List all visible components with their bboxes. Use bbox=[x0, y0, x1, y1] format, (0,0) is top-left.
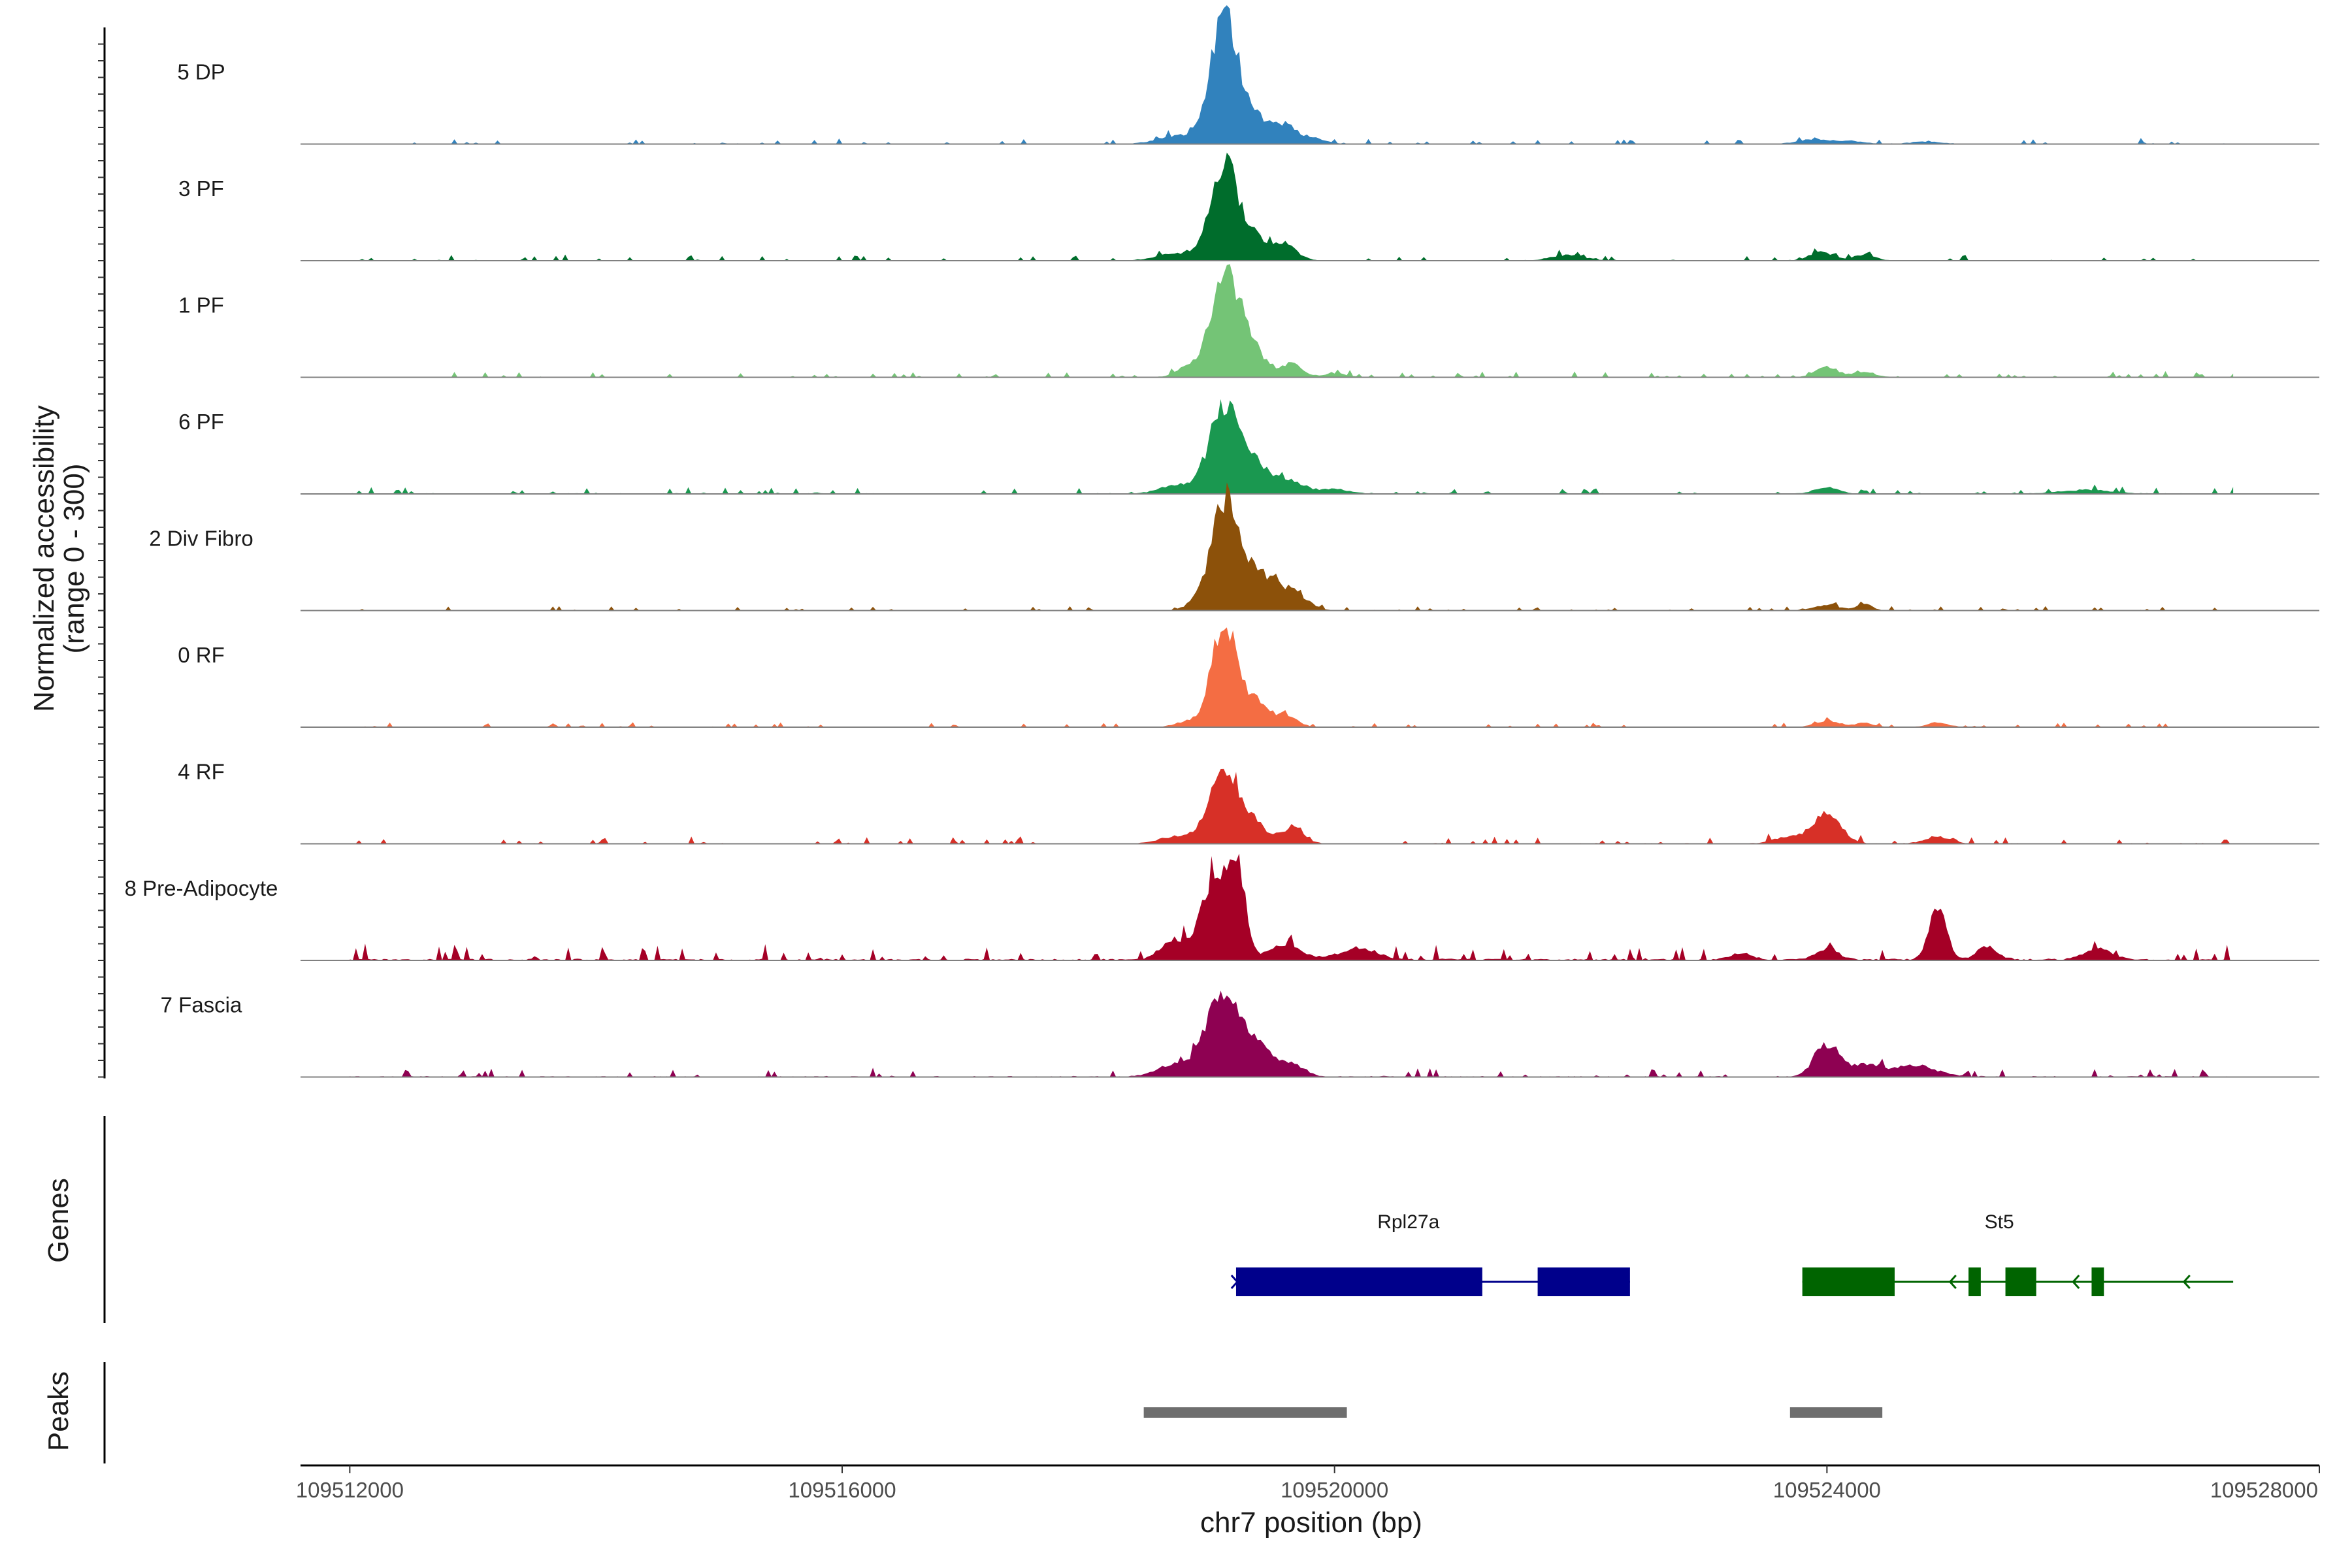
track-label: 5 DP bbox=[177, 59, 225, 84]
track-label: 6 PF bbox=[178, 410, 224, 434]
gene-rpl27a: Rpl27a bbox=[1230, 1211, 1630, 1296]
gene-exon bbox=[1802, 1267, 1895, 1296]
coverage-area bbox=[350, 627, 2234, 727]
track-label: 8 Pre-Adipocyte bbox=[125, 876, 278, 900]
coverage-area bbox=[350, 990, 2234, 1077]
track-label: 1 PF bbox=[178, 293, 224, 317]
x-axis-title: chr7 position (bp) bbox=[1200, 1507, 1422, 1539]
track-1-pf: 1 PF bbox=[178, 264, 2319, 378]
gene-exon bbox=[2005, 1267, 2036, 1296]
coverage-area bbox=[350, 264, 2234, 378]
peak-track bbox=[1143, 1407, 1883, 1418]
gene-st5: St5 bbox=[1802, 1211, 2234, 1296]
track-label: 7 Fascia bbox=[161, 992, 242, 1017]
track-3-pf: 3 PF bbox=[178, 152, 2319, 261]
coverage-area bbox=[350, 152, 2234, 261]
track-8-pre-adipocyte: 8 Pre-Adipocyte bbox=[125, 853, 2319, 961]
track-5-dp: 5 DP bbox=[177, 5, 2319, 145]
coverage-area bbox=[350, 5, 2234, 144]
genes-panel-title: Genes bbox=[42, 1178, 74, 1263]
gene-label: Rpl27a bbox=[1377, 1211, 1439, 1233]
x-tick-label: 109520000 bbox=[1281, 1478, 1388, 1502]
peaks-panel-title: Peaks bbox=[42, 1371, 74, 1451]
gene-track: Rpl27a St5 bbox=[1230, 1211, 2234, 1296]
coverage-area bbox=[350, 853, 2234, 960]
track-label: 0 RF bbox=[178, 643, 225, 667]
gene-label: St5 bbox=[1985, 1211, 2014, 1233]
coverage-area bbox=[350, 768, 2234, 844]
track-7-fascia: 7 Fascia bbox=[161, 990, 2319, 1078]
track-label: 4 RF bbox=[178, 759, 225, 783]
x-tick-label: 109524000 bbox=[1773, 1478, 1881, 1502]
y-axis: Normalized accessibility (range 0 - 300)… bbox=[28, 27, 106, 1463]
track-4-rf: 4 RF bbox=[178, 759, 2319, 845]
track-0-rf: 0 RF bbox=[178, 627, 2319, 728]
strand-arrow bbox=[2182, 1274, 2191, 1290]
track-2-div-fibro: 2 Div Fibro bbox=[149, 482, 2319, 612]
x-tick-label: 109512000 bbox=[296, 1478, 404, 1502]
x-tick-label: 109516000 bbox=[788, 1478, 896, 1502]
y-axis-title: Normalized accessibility bbox=[28, 405, 60, 711]
strand-arrow bbox=[2072, 1274, 2080, 1290]
gene-exon bbox=[1235, 1267, 1482, 1296]
strand-arrow bbox=[1948, 1274, 1957, 1290]
y-axis-range: (range 0 - 300) bbox=[58, 463, 90, 653]
coverage-area bbox=[350, 482, 2234, 611]
gene-exon bbox=[1968, 1267, 1981, 1296]
gene-exon bbox=[2091, 1267, 2104, 1296]
track-6-pf: 6 PF bbox=[178, 399, 2319, 495]
gene-exon bbox=[1537, 1267, 1630, 1296]
coverage-tracks: 5 DP 3 PF 1 PF 6 PF 2 Div Fibro 0 RF 4 RF 8 Pre… bbox=[125, 5, 2319, 1078]
coverage-area bbox=[350, 399, 2234, 494]
peak-region bbox=[1789, 1407, 1883, 1418]
track-label: 3 PF bbox=[178, 176, 224, 201]
x-axis: chr7 position (bp) 109512000 109516000 109… bbox=[296, 1464, 2320, 1539]
peak-region bbox=[1143, 1407, 1347, 1418]
track-label: 2 Div Fibro bbox=[149, 526, 253, 550]
x-tick-label: 109528000 bbox=[2210, 1478, 2318, 1502]
